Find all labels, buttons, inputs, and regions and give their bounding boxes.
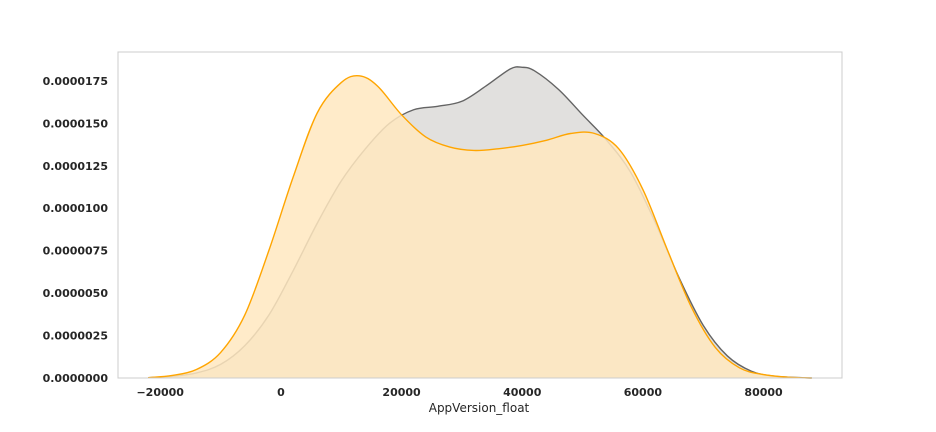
- x-tick-label: 80000: [744, 386, 783, 399]
- axes-frame: [117, 51, 843, 379]
- y-tick-label: 0.0000000: [43, 372, 109, 385]
- plot-frame: [117, 51, 843, 379]
- x-tick-label: 20000: [382, 386, 421, 399]
- y-tick-label: 0.0000050: [43, 287, 109, 300]
- x-tick-label: 40000: [503, 386, 542, 399]
- y-tick-label: 0.0000150: [43, 117, 109, 130]
- x-tick-label: −20000: [136, 386, 184, 399]
- series-2-fill: [148, 75, 812, 379]
- y-tick-label: 0.0000125: [43, 160, 108, 173]
- series-2-line: [148, 74, 812, 379]
- y-tick-label: 0.0000025: [43, 330, 108, 343]
- y-axis-ticks: 0.0000000 0.0000025 0.0000050 0.0000075 0.00…: [43, 75, 109, 385]
- plot-area: [148, 66, 812, 379]
- x-tick-label: 0: [277, 386, 285, 399]
- x-axis-ticks: −20000 0 20000 40000 60000 80000: [136, 386, 783, 399]
- y-tick-label: 0.0000075: [43, 245, 108, 258]
- y-tick-label: 0.0000100: [43, 202, 109, 215]
- x-axis-label: AppVersion_float: [429, 401, 530, 415]
- y-tick-label: 0.0000175: [43, 75, 108, 88]
- x-tick-label: 60000: [624, 386, 663, 399]
